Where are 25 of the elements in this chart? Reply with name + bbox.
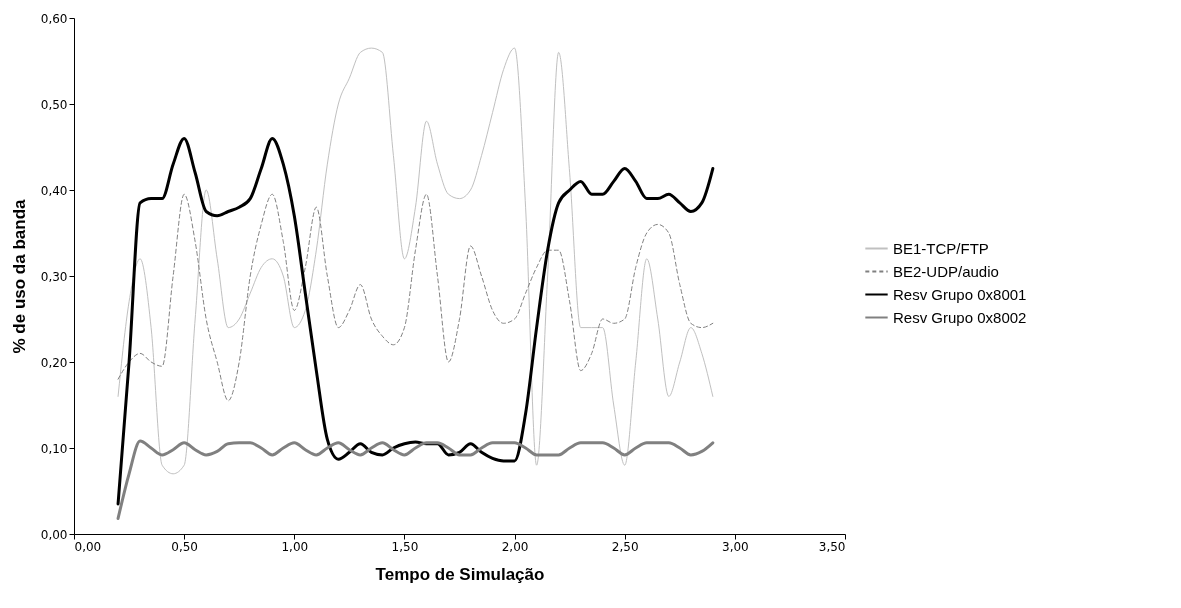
- x-axis-title: Tempo de Simulação: [375, 564, 545, 584]
- x-tick-label: 1,00: [281, 539, 309, 554]
- y-tick-label: 0,20: [40, 355, 68, 370]
- y-axis-title: % de uso da banda: [9, 198, 29, 354]
- legend-label: BE1-TCP/FTP: [893, 239, 989, 257]
- x-tick-label: 0,00: [74, 539, 102, 554]
- y-tick-label: 0,40: [40, 183, 68, 198]
- y-tick-label: 0,00: [40, 527, 68, 542]
- x-tick-label: 1,50: [391, 539, 419, 554]
- legend-label: Resv Grupo 0x8001: [893, 285, 1027, 303]
- y-tick-label: 0,60: [40, 11, 68, 26]
- y-tick-label: 0,50: [40, 97, 68, 112]
- legend-label: BE2-UDP/audio: [893, 262, 999, 280]
- line-series: [117, 47, 714, 475]
- x-tick-label: 2,50: [611, 539, 639, 554]
- line-series: [117, 193, 714, 402]
- x-tick-label: 0,50: [171, 539, 198, 554]
- y-tick-label: 0,30: [40, 269, 68, 284]
- y-tick-label: 0,10: [40, 441, 68, 456]
- x-tick-label: 3,50: [818, 539, 846, 554]
- line-series: [116, 439, 715, 521]
- legend-label: Resv Grupo 0x8002: [893, 308, 1027, 326]
- x-tick-label: 2,00: [501, 539, 529, 554]
- x-tick-label: 3,00: [722, 539, 749, 554]
- line-series: [116, 136, 715, 506]
